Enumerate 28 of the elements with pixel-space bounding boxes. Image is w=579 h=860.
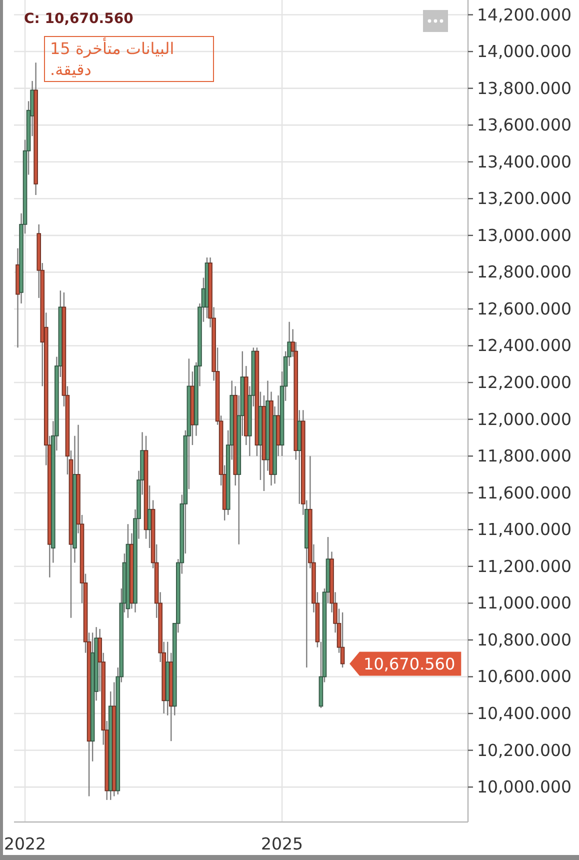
y-tick-label: 13,000.000 [477,226,572,245]
y-tick-label: 11,800.000 [477,446,572,466]
y-tick-label: 13,200.000 [477,189,572,208]
y-tick-label: 13,800.000 [477,78,572,98]
y-tick-label: 14,200.000 [477,5,572,24]
annotation: C: 10,670.560 [24,11,134,27]
y-tick-label: 12,800.000 [477,262,572,282]
y-tick-label: 11,400.000 [477,520,572,540]
y-tick-label: 10,800.000 [477,630,572,650]
x-tick-label: 2025 [261,834,304,854]
y-tick-label: 12,200.000 [477,373,572,392]
annotation: 10,670.560 [364,654,456,674]
y-tick-label: 11,600.000 [477,483,572,502]
annotation: 10,670.560 [350,652,462,676]
y-tick-label: 11,200.000 [477,556,572,576]
y-tick-label: 11,000.000 [477,594,572,613]
y-tick-label: 10,600.000 [477,667,572,686]
y-tick-label: 14,000.000 [477,42,572,62]
y-tick-label: 12,000.000 [477,410,572,429]
y-tick-label: 10,000.000 [477,778,572,797]
x-tick-label: 2022 [4,834,46,854]
y-tick-label: 13,400.000 [477,152,572,172]
y-tick-label: 13,600.000 [477,116,572,135]
y-tick-label: 12,600.000 [477,299,572,318]
y-tick-label: 10,400.000 [477,704,572,724]
annotation: البيانات متأخرة 15 دقيقة. [44,36,214,82]
y-tick-label: 10,200.000 [477,740,572,760]
y-tick-label: 12,400.000 [477,336,572,356]
